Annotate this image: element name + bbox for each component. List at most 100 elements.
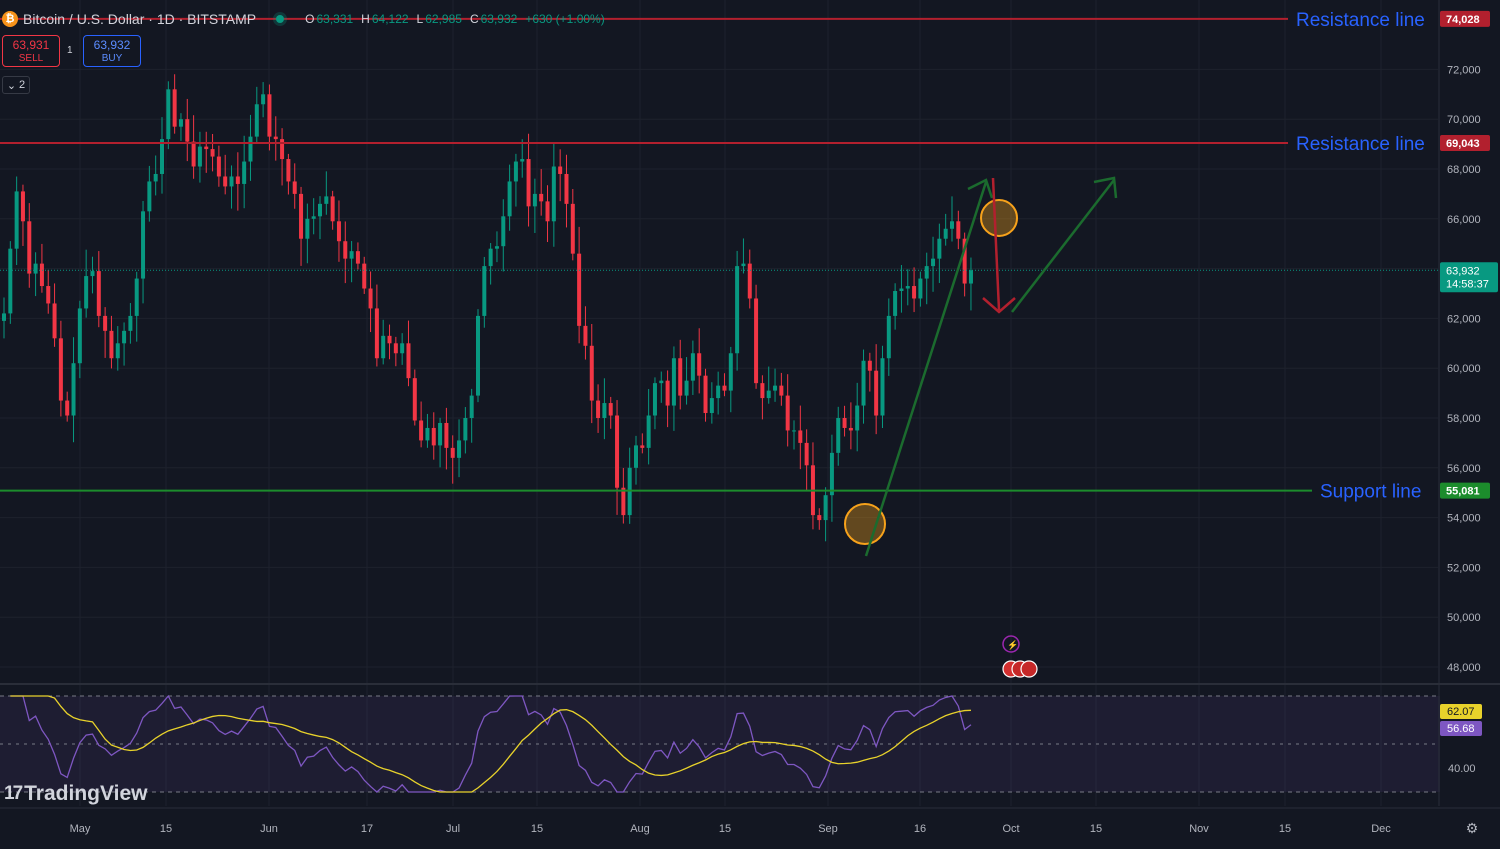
price-tag-resistance [1440, 135, 1490, 152]
candle-body [526, 159, 531, 207]
y-tick-label: 58,000 [1447, 413, 1481, 425]
buy-price: 63,932 [93, 38, 131, 52]
candle-body [128, 315, 133, 331]
low-value: 62,985 [425, 12, 462, 26]
candle-body [438, 422, 443, 446]
candle-body [46, 286, 51, 304]
candle-body [476, 315, 480, 396]
candle-body [697, 353, 702, 376]
candle-body [709, 398, 714, 414]
candle-body [634, 445, 638, 468]
candle-body [362, 263, 367, 289]
candle-body [273, 136, 278, 140]
candle-body [785, 395, 790, 431]
rsi-ma-value: 62.07 [1447, 706, 1475, 718]
candle-body [931, 258, 936, 267]
candle-body [848, 427, 853, 431]
x-tick-label: 15 [1090, 823, 1102, 835]
candle-body [103, 315, 108, 331]
candle-body [551, 166, 556, 222]
x-tick-label: Jun [260, 823, 278, 835]
candle-body [671, 358, 676, 406]
candle-body [229, 176, 234, 187]
candle-body [463, 418, 468, 441]
candle-body [716, 385, 721, 399]
candle-body [58, 338, 63, 401]
candle-body [912, 286, 917, 299]
candle-body [387, 335, 392, 344]
gear-icon[interactable]: ⚙ [1465, 820, 1479, 836]
candle-body [962, 238, 967, 284]
candle-body [950, 221, 954, 229]
price-tag-support [1440, 482, 1490, 499]
x-tick-label: Dec [1371, 823, 1391, 835]
resistance-line-label: Resistance line [1296, 10, 1425, 31]
y-tick-label: 66,000 [1447, 214, 1481, 226]
candle-body [842, 418, 847, 428]
candle-body [160, 139, 164, 174]
candle-body [280, 139, 285, 160]
trade-quantity[interactable]: 1 [67, 45, 73, 56]
candle-body [943, 228, 948, 239]
change-value: +630 (+1.00%) [525, 12, 605, 26]
y-tick-label: 54,000 [1447, 513, 1481, 525]
candle-body [381, 335, 386, 359]
candle-body [893, 291, 898, 316]
lightning-icon[interactable] [1002, 635, 1020, 653]
x-tick-label: 15 [160, 823, 172, 835]
candle-body [457, 440, 462, 458]
candle-body [324, 196, 329, 204]
candle-body [741, 263, 746, 267]
candle-body [501, 216, 506, 247]
candle-body [444, 422, 449, 448]
candle-body [204, 146, 209, 150]
candle-body [577, 253, 582, 326]
candle-body [178, 119, 183, 127]
candle-body [754, 298, 759, 384]
candle-body [861, 360, 866, 406]
candle-body [336, 221, 341, 242]
last-price-tag [1440, 262, 1498, 293]
candle-body [71, 363, 76, 416]
candle-body [659, 380, 664, 384]
candle-body [482, 266, 487, 316]
candle-body [400, 343, 405, 354]
candle-body [368, 288, 373, 309]
sell-price: 63,931 [12, 38, 50, 52]
candle-body [27, 221, 32, 274]
candle-body [520, 159, 525, 162]
symbol-title[interactable]: Bitcoin / U.S. Dollar · 1D · BITSTAMP [23, 11, 257, 27]
y-tick-label: 56,000 [1447, 463, 1481, 475]
indicators-toggle-button[interactable]: ⌄ 2 [2, 76, 30, 94]
buy-button[interactable]: 63,932 BUY [83, 35, 141, 67]
candle-body [292, 181, 297, 194]
x-tick-label: Jul [446, 823, 460, 835]
resistance-line-label: Resistance line [1296, 134, 1425, 155]
projection-arrowhead [1093, 176, 1118, 199]
candle-body [640, 445, 645, 448]
price-tag-resistance [1440, 10, 1490, 27]
candle-body [242, 161, 247, 184]
us-flag-event-icon[interactable] [1020, 660, 1038, 678]
candle-body [817, 515, 822, 521]
rsi-tick-label: 40.00 [1448, 763, 1476, 775]
rsi-ma-tag [1440, 704, 1482, 719]
candle-body [596, 400, 601, 418]
candle-body [115, 343, 120, 359]
candle-body [766, 390, 771, 399]
sell-button[interactable]: 63,931 SELL [2, 35, 60, 67]
candle-body [261, 94, 266, 105]
candle-body [886, 315, 891, 359]
tradingview-logo[interactable]: 17 TradingView [4, 782, 147, 806]
candle-body [141, 211, 146, 279]
candle-body [880, 358, 885, 416]
buy-label: BUY [101, 53, 123, 64]
x-tick-label: Sep [818, 823, 838, 835]
market-status-icon [276, 15, 285, 23]
candle-body [792, 430, 796, 432]
candle-body [425, 427, 430, 441]
candle-body [608, 403, 613, 416]
candle-body [8, 248, 13, 314]
